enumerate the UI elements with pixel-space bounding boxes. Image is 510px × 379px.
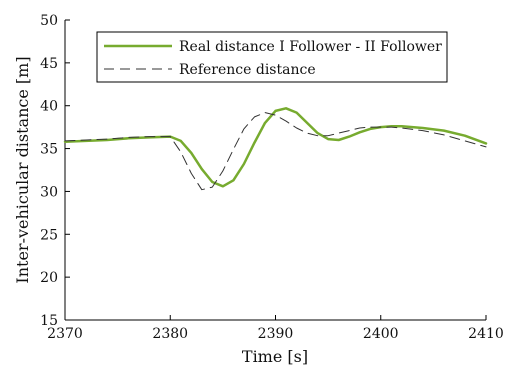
- legend-box: [96, 31, 448, 83]
- series-layer: [63, 107, 488, 191]
- x-tick-label: 2380: [152, 326, 188, 342]
- y-tick-label: 30: [40, 184, 58, 200]
- x-tick-label: 2400: [363, 326, 399, 342]
- series-line-reference-distance: [64, 112, 487, 191]
- y-tick-label: 35: [40, 142, 58, 158]
- x-tick-label: 2390: [258, 326, 294, 342]
- y-tick-label: 15: [40, 313, 58, 329]
- x-axis-label: Time [s]: [242, 347, 308, 366]
- y-tick-label: 20: [40, 270, 58, 286]
- y-tick-label: 45: [40, 56, 58, 72]
- y-tick-label: 40: [40, 99, 58, 115]
- legend-label-reference-distance: Reference distance: [179, 62, 316, 78]
- axis-ticks: 2370 2380 2390 2400 2410 15 20 25 30 35 40 45 50: [40, 13, 504, 342]
- x-tick-label: 2370: [47, 326, 83, 342]
- legend: Real distance I Follower - II Follower R…: [96, 31, 448, 83]
- x-tick-label: 2410: [468, 326, 504, 342]
- y-tick-label: 25: [40, 227, 58, 243]
- legend-label-real-distance: Real distance I Follower - II Follower: [179, 39, 442, 55]
- y-axis-label: Inter-vehicular distance [m]: [13, 56, 32, 283]
- y-tick-label: 50: [40, 13, 58, 29]
- series-line-real-distance: [63, 107, 488, 188]
